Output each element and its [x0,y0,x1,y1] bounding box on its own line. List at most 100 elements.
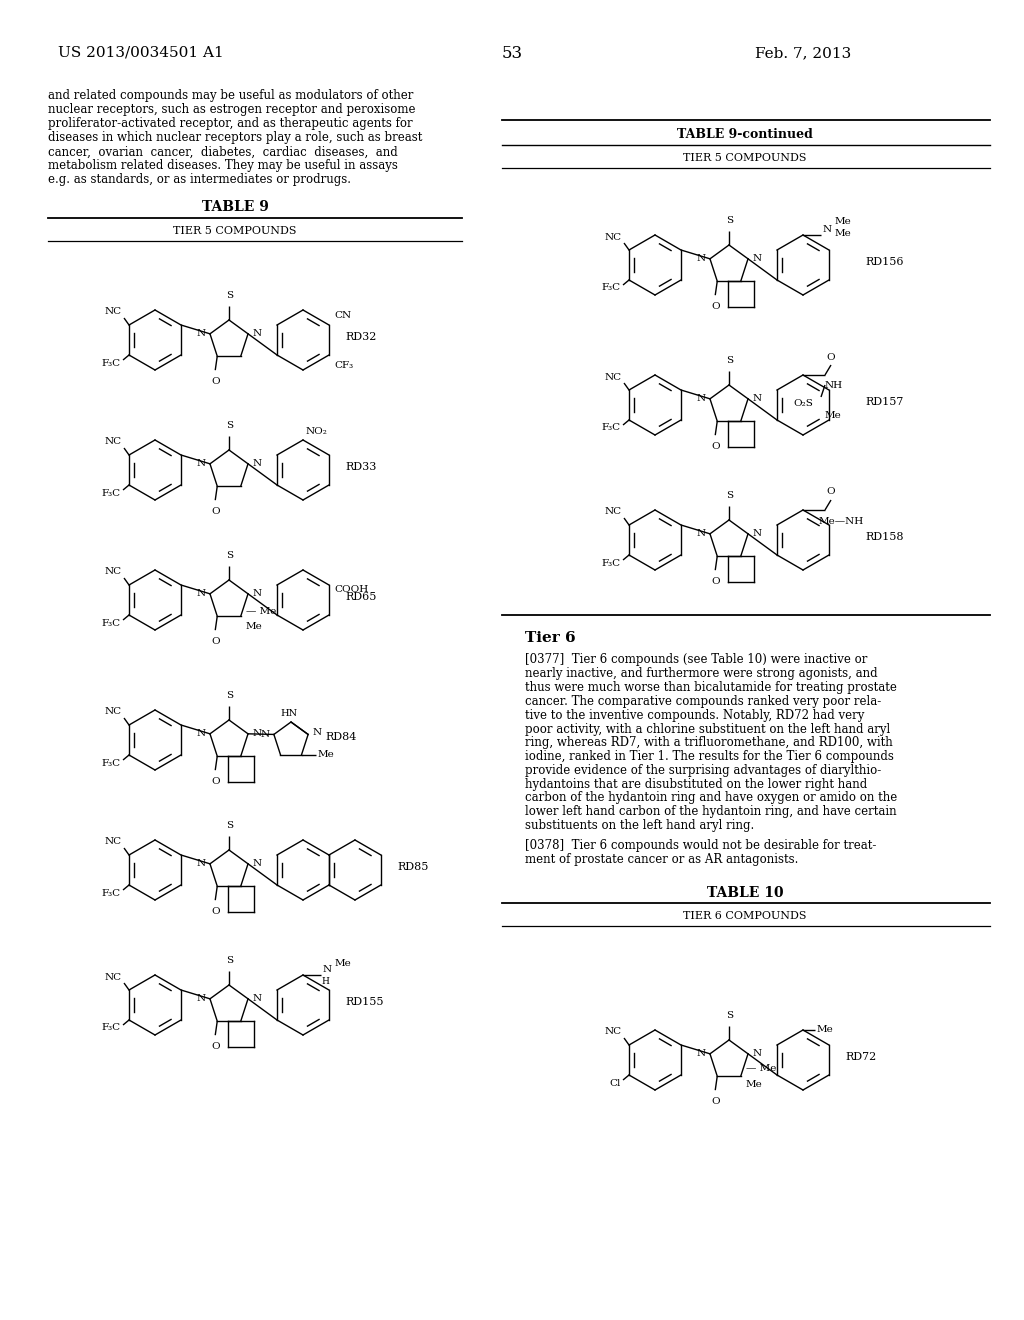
Text: N: N [752,529,761,539]
Text: Me: Me [817,1026,834,1035]
Text: F₃C: F₃C [102,619,121,627]
Text: nuclear receptors, such as estrogen receptor and peroxisome: nuclear receptors, such as estrogen rece… [48,103,416,116]
Text: N: N [252,459,261,469]
Text: provide evidence of the surprising advantages of diarylthio-: provide evidence of the surprising advan… [525,764,882,777]
Text: RD85: RD85 [397,862,428,873]
Text: F₃C: F₃C [102,488,121,498]
Text: N: N [197,459,206,469]
Text: S: S [226,821,233,830]
Text: N: N [752,255,761,263]
Text: N: N [197,859,206,869]
Text: thus were much worse than bicalutamide for treating prostate: thus were much worse than bicalutamide f… [525,681,897,694]
Text: RD65: RD65 [345,591,377,602]
Text: e.g. as standards, or as intermediates or prodrugs.: e.g. as standards, or as intermediates o… [48,173,351,186]
Text: H: H [321,977,329,986]
Text: S: S [226,690,233,700]
Text: S: S [226,956,233,965]
Text: TABLE 9: TABLE 9 [202,201,268,214]
Text: S: S [226,550,233,560]
Text: N: N [252,994,261,1003]
Text: tive to the inventive compounds. Notably, RD72 had very: tive to the inventive compounds. Notably… [525,709,864,722]
Text: and related compounds may be useful as modulators of other: and related compounds may be useful as m… [48,90,414,103]
Text: F₃C: F₃C [102,359,121,367]
Text: CN: CN [334,310,351,319]
Text: O: O [211,638,219,647]
Text: N: N [697,255,706,263]
Text: N: N [323,965,332,974]
Text: N: N [697,395,706,404]
Text: Me: Me [335,958,352,968]
Text: O₂S: O₂S [794,399,813,408]
Text: NC: NC [104,837,122,846]
Text: O: O [211,378,219,387]
Text: N: N [752,395,761,404]
Text: F₃C: F₃C [102,888,121,898]
Text: NH: NH [825,380,843,389]
Text: HN: HN [281,710,298,718]
Text: NC: NC [605,507,622,516]
Text: TABLE 10: TABLE 10 [707,886,783,900]
Text: TIER 5 COMPOUNDS: TIER 5 COMPOUNDS [683,153,807,162]
Text: N: N [697,529,706,539]
Text: NC: NC [104,437,122,446]
Text: RD72: RD72 [845,1052,877,1063]
Text: NC: NC [605,232,622,242]
Text: N: N [252,589,261,598]
Text: O: O [826,352,836,362]
Text: NC: NC [104,973,122,982]
Text: O: O [826,487,836,496]
Text: N: N [252,730,261,738]
Text: S: S [226,290,233,300]
Text: Feb. 7, 2013: Feb. 7, 2013 [755,46,851,59]
Text: substituents on the left hand aryl ring.: substituents on the left hand aryl ring. [525,820,755,832]
Text: [0377]  Tier 6 compounds (see Table 10) were inactive or: [0377] Tier 6 compounds (see Table 10) w… [525,653,867,667]
Text: S: S [226,421,233,430]
Text: NC: NC [605,1027,622,1036]
Text: Me: Me [825,411,842,420]
Text: S: S [726,216,733,224]
Text: cancer. The comparative compounds ranked very poor rela-: cancer. The comparative compounds ranked… [525,694,882,708]
Text: — Me: — Me [745,1064,776,1073]
Text: Tier 6: Tier 6 [525,631,575,645]
Text: Me—NH: Me—NH [819,517,864,527]
Text: proliferator-activated receptor, and as therapeutic agents for: proliferator-activated receptor, and as … [48,117,413,131]
Text: N: N [823,224,833,234]
Text: Me: Me [835,216,852,226]
Text: N: N [197,730,206,738]
Text: cancer,  ovarian  cancer,  diabetes,  cardiac  diseases,  and: cancer, ovarian cancer, diabetes, cardia… [48,145,397,158]
Text: S: S [726,1011,733,1020]
Text: Cl: Cl [609,1080,621,1089]
Text: F₃C: F₃C [602,558,621,568]
Text: NO₂: NO₂ [306,428,328,437]
Text: lower left hand carbon of the hydantoin ring, and have certain: lower left hand carbon of the hydantoin … [525,805,897,818]
Text: iodine, ranked in Tier 1. The results for the Tier 6 compounds: iodine, ranked in Tier 1. The results fo… [525,750,894,763]
Text: metabolism related diseases. They may be useful in assays: metabolism related diseases. They may be… [48,160,398,173]
Text: N: N [312,727,322,737]
Text: RD157: RD157 [865,397,903,407]
Text: O: O [211,907,219,916]
Text: N: N [197,329,206,338]
Text: TIER 6 COMPOUNDS: TIER 6 COMPOUNDS [683,911,807,921]
Text: N: N [252,329,261,338]
Text: N: N [697,1049,706,1059]
Text: hydantoins that are disubstituted on the lower right hand: hydantoins that are disubstituted on the… [525,777,867,791]
Text: poor activity, with a chlorine substituent on the left hand aryl: poor activity, with a chlorine substitue… [525,722,890,735]
Text: Me: Me [835,230,852,239]
Text: N: N [197,994,206,1003]
Text: O: O [711,1097,720,1106]
Text: RD158: RD158 [865,532,903,543]
Text: [0378]  Tier 6 compounds would not be desirable for treat-: [0378] Tier 6 compounds would not be des… [525,838,877,851]
Text: N: N [261,730,270,739]
Text: F₃C: F₃C [102,1023,121,1032]
Text: nearly inactive, and furthermore were strong agonists, and: nearly inactive, and furthermore were st… [525,668,878,680]
Text: Me: Me [317,750,334,759]
Text: Me: Me [246,622,262,631]
Text: RD33: RD33 [345,462,377,473]
Text: NC: NC [104,568,122,577]
Text: US 2013/0034501 A1: US 2013/0034501 A1 [58,46,224,59]
Text: — Me: — Me [246,607,276,615]
Text: S: S [726,491,733,500]
Text: O: O [711,302,720,312]
Text: O: O [211,1043,219,1051]
Text: S: S [726,356,733,366]
